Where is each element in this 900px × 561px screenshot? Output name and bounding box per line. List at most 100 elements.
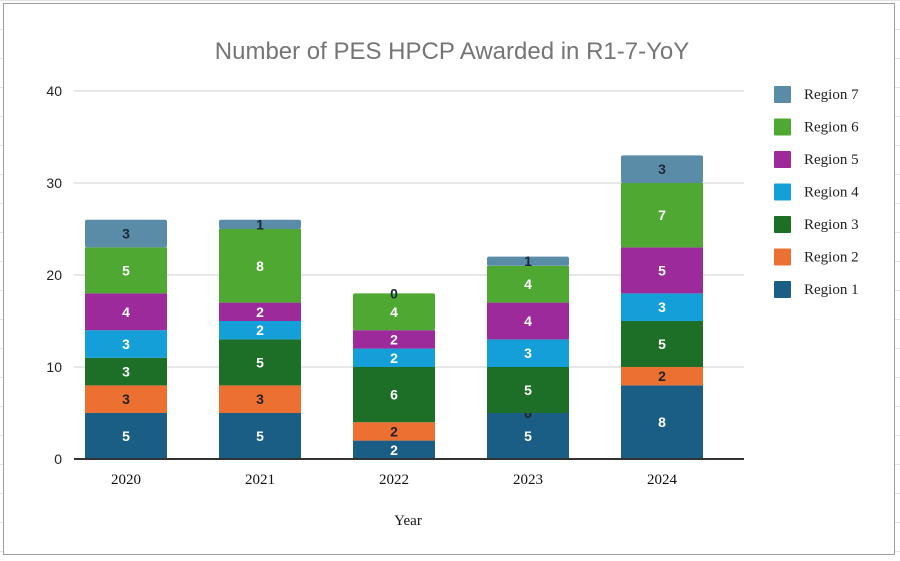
legend-item: Region 3 [774, 216, 859, 233]
data-label: 2 [256, 322, 264, 338]
data-label: 8 [658, 414, 666, 430]
data-label: 3 [658, 299, 666, 315]
bar-segment [621, 183, 703, 248]
data-label: 4 [390, 304, 398, 320]
bar-segment [621, 247, 703, 294]
bar-segment [219, 229, 301, 303]
bar-segment [621, 321, 703, 367]
bar-segment [85, 247, 167, 294]
bar-segment [219, 321, 301, 340]
legend-swatch [774, 281, 791, 298]
data-label: 7 [658, 207, 666, 223]
data-label: 1 [256, 216, 264, 232]
bar-segment [353, 367, 435, 423]
bar-segment [85, 330, 167, 358]
bar-stack: 5 3 5 2 2 8 1 [219, 216, 301, 459]
data-label: 8 [256, 258, 264, 274]
bar-segment [487, 339, 569, 367]
bar-segment [621, 385, 703, 459]
data-label: 3 [122, 226, 130, 242]
data-label: 5 [256, 354, 264, 370]
bar-stack: 2 2 6 2 2 4 0 [353, 285, 435, 459]
legend-item: Region 6 [774, 118, 859, 136]
bar-segment [487, 302, 569, 340]
legend-label: Region 4 [804, 185, 859, 201]
bar-segment [487, 265, 569, 303]
x-axis-ticks: 2020 2021 2022 2023 2024 [111, 472, 678, 488]
legend-label: Region 6 [804, 120, 859, 136]
bar-segment [85, 385, 167, 413]
data-label: 6 [390, 387, 398, 403]
bar-segment [85, 219, 167, 248]
data-label: 2 [390, 423, 398, 439]
chart-title: Number of PES HPCP Awarded in R1-7-YoY [215, 38, 689, 65]
bar-stack: 5053441 [487, 253, 569, 459]
bar-segment [487, 367, 569, 413]
data-label: 2 [658, 368, 666, 384]
y-tick-label: 40 [46, 83, 62, 99]
legend-label: Region 2 [804, 250, 859, 266]
data-label: 2 [256, 304, 264, 320]
legend: Region 7 Region 6 Region 5 Region 4 Region 3… [774, 86, 859, 298]
legend-swatch [774, 86, 791, 103]
bar-segment [219, 385, 301, 413]
data-label: 5 [524, 428, 532, 444]
data-label: 3 [524, 345, 532, 361]
bar-segment [353, 330, 435, 349]
x-tick-label: 2024 [647, 472, 678, 488]
data-label: 2 [390, 442, 398, 458]
data-label: 3 [122, 391, 130, 407]
data-label: 3 [658, 161, 666, 177]
chart-container: Number of PES HPCP Awarded in R1-7-YoY 0… [3, 3, 895, 555]
bar-segment [487, 256, 569, 266]
bar-segment [85, 357, 167, 386]
data-label: 2 [390, 350, 398, 366]
bar-segment [85, 413, 167, 459]
legend-item: Region 1 [774, 281, 859, 298]
y-axis-ticks: 0 10 20 30 40 [46, 83, 62, 467]
data-label: 4 [122, 304, 130, 320]
bar-stack: 8 2 5 3 5 7 3 [621, 155, 703, 459]
bar-segment [353, 293, 435, 331]
bar-segment [621, 155, 703, 183]
legend-item: Region 5 [774, 151, 859, 168]
data-label: 5 [658, 336, 666, 352]
data-label: 5 [256, 428, 264, 444]
legend-swatch [774, 248, 791, 266]
data-label: 5 [658, 262, 666, 278]
bar-segment [487, 413, 569, 459]
legend-swatch [774, 118, 791, 136]
data-label: 5 [524, 382, 532, 398]
bar-segment [219, 302, 301, 321]
legend-swatch [774, 151, 791, 168]
data-label: 3 [122, 336, 130, 352]
legend-label: Region 7 [804, 87, 859, 103]
bar-segment [353, 348, 435, 367]
legend-label: Region 3 [804, 217, 859, 233]
x-tick-label: 2021 [245, 472, 275, 488]
stacked-bar-chart: Number of PES HPCP Awarded in R1-7-YoY 0… [46, 38, 859, 529]
bars: 53334535352281226224050534418253573 [85, 155, 703, 459]
bar-segment [621, 293, 703, 321]
data-label: 0 [390, 285, 398, 301]
data-label: 2 [390, 331, 398, 347]
data-label: 3 [122, 364, 130, 380]
legend-item: Region 4 [774, 183, 859, 201]
bar-stack: 5 3 3 3 4 5 3 [85, 219, 167, 459]
data-label: 1 [524, 253, 532, 269]
data-label: 4 [524, 276, 532, 292]
data-label: 5 [122, 262, 130, 278]
bar-segment [219, 339, 301, 386]
bar-segment [85, 293, 167, 331]
bar-segment [219, 413, 301, 459]
legend-swatch [774, 216, 791, 233]
bar-segment [353, 422, 435, 441]
x-axis-label: Year [394, 513, 422, 529]
data-label: 5 [122, 428, 130, 444]
y-tick-label: 30 [46, 175, 62, 191]
x-tick-label: 2023 [513, 472, 543, 488]
legend-item: Region 7 [774, 86, 859, 103]
x-tick-label: 2020 [111, 472, 141, 488]
data-label: 4 [524, 313, 532, 329]
y-tick-label: 10 [46, 359, 62, 375]
